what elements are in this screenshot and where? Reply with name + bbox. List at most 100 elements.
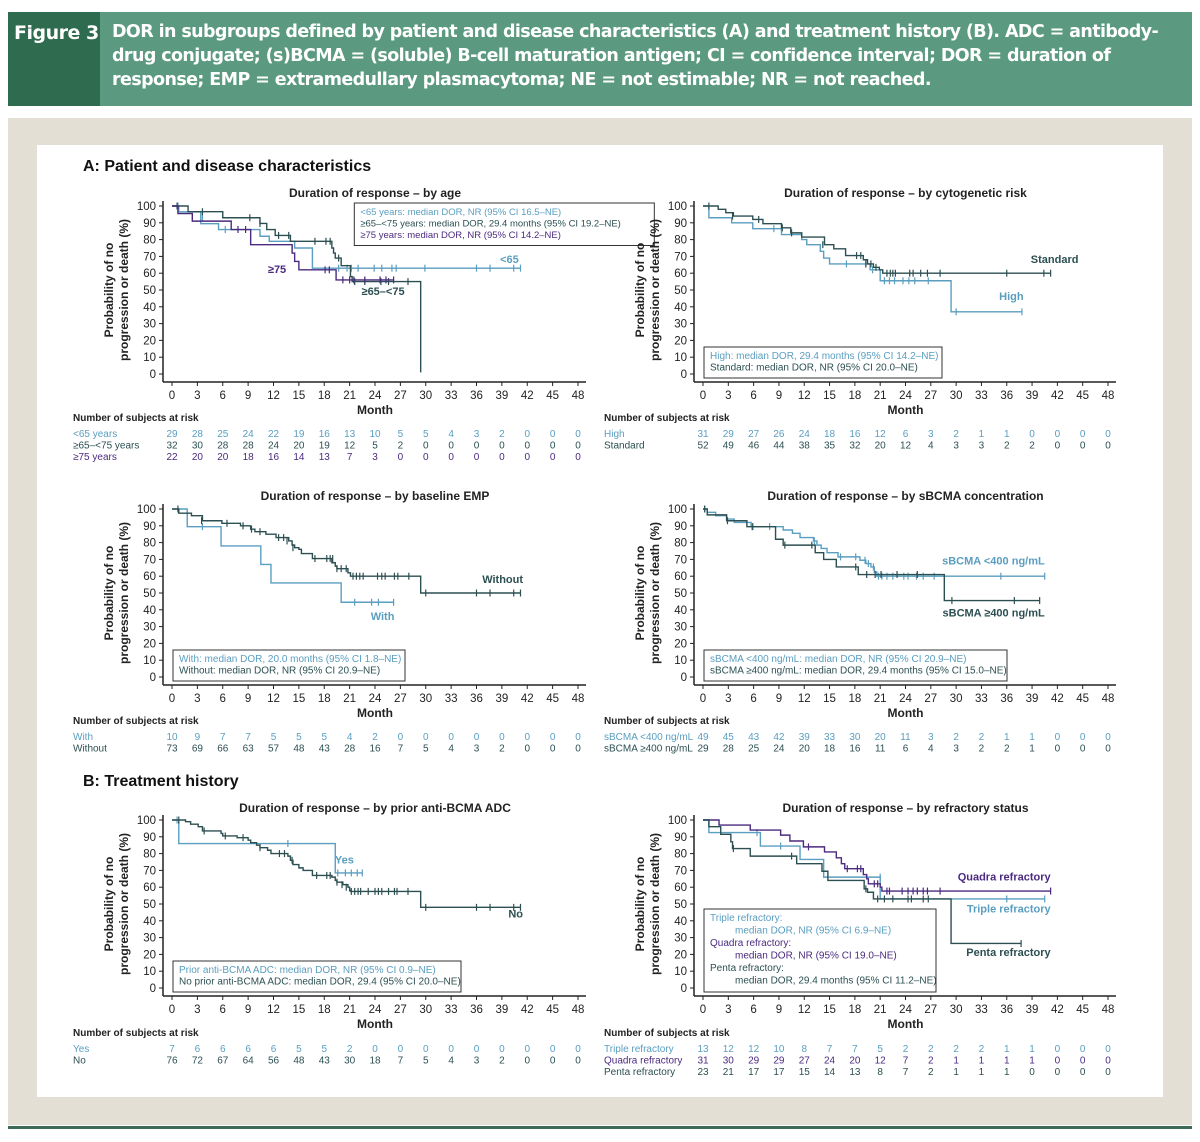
x-tick-label: 12 (798, 1004, 811, 1016)
figure-label: Figure 3 (8, 12, 100, 106)
x-tick-label: 39 (495, 1004, 508, 1016)
chart-title: Duration of response – by baseline EMP (261, 489, 490, 503)
y-tick-label: 50 (143, 285, 156, 297)
risk-row-label: Standard (604, 441, 645, 452)
risk-value: 15 (799, 1067, 811, 1078)
risk-value: 5 (423, 429, 429, 440)
risk-value: 4 (928, 441, 934, 452)
series-label: sBCMA <400 ng/mL (942, 555, 1045, 567)
risk-value: 6 (271, 1044, 277, 1055)
risk-value: 4 (448, 744, 454, 755)
risk-value: 2 (953, 732, 959, 743)
x-tick-label: 9 (245, 390, 251, 402)
x-tick-label: 27 (394, 693, 407, 705)
x-tick-label: 12 (798, 693, 811, 705)
x-tick-label: 15 (292, 1004, 305, 1016)
risk-value: 1 (953, 1056, 959, 1067)
x-tick-label: 12 (798, 390, 811, 402)
chart-sbcma: Duration of response – by sBCMA concentr… (604, 489, 1116, 755)
risk-value: 0 (1055, 441, 1061, 452)
risk-value: 0 (575, 744, 581, 755)
x-tick-label: 30 (419, 390, 432, 402)
y-tick-label: 30 (143, 319, 156, 331)
x-tick-label: 0 (700, 693, 706, 705)
risk-value: 1 (979, 1067, 985, 1078)
y-tick-label: 40 (143, 302, 156, 314)
x-tick-label: 24 (369, 693, 382, 705)
x-tick-label: 21 (874, 1004, 887, 1016)
risk-value: 0 (398, 452, 404, 463)
x-tick-label: 12 (267, 390, 280, 402)
y-axis-label: progression or death (%) (648, 219, 662, 361)
risk-value: 10 (166, 732, 178, 743)
section-a-title: A: Patient and disease characteristics (83, 158, 372, 175)
series-label: Without (482, 574, 523, 586)
risk-value: 14 (824, 1067, 836, 1078)
risk-value: 0 (1080, 1044, 1086, 1055)
chart-refractory: Duration of response – by refractory sta… (604, 801, 1116, 1078)
x-tick-label: 6 (220, 693, 226, 705)
risk-value: 1 (1004, 1044, 1010, 1055)
risk-value: 8 (877, 1067, 883, 1078)
km-curve-triple-refractory (703, 819, 1045, 900)
risk-row-label: ≥75 years (73, 452, 117, 463)
series-label: Penta refractory (966, 947, 1051, 959)
chart-title: Duration of response – by cytogenetic ri… (784, 186, 1027, 200)
x-tick-label: 39 (1026, 390, 1039, 402)
risk-value: 19 (319, 441, 331, 452)
risk-value: 5 (398, 429, 404, 440)
legend-entry: sBCMA ≥400 ng/mL: median DOR, 29.4 month… (710, 666, 1007, 677)
risk-row-label: Penta refractory (604, 1067, 675, 1078)
legend-entry: median DOR, NR (95% CI 6.9–NE) (735, 926, 891, 937)
risk-value: 4 (448, 429, 454, 440)
risk-value: 2 (347, 1044, 353, 1055)
risk-value: 44 (773, 441, 785, 452)
y-tick-label: 50 (674, 899, 687, 911)
risk-value: 0 (1029, 1067, 1035, 1078)
y-tick-label: 10 (143, 655, 156, 667)
risk-value: 3 (474, 744, 480, 755)
y-axis-label: progression or death (%) (117, 219, 131, 361)
risk-row-label: sBCMA <400 ng/mL (604, 732, 694, 743)
series-label: ≥65–<75 (362, 286, 405, 298)
risk-value: 31 (697, 429, 709, 440)
risk-value: 3 (474, 429, 480, 440)
risk-value: 39 (799, 732, 811, 743)
risk-value: 2 (979, 1044, 985, 1055)
risk-value: 2 (953, 429, 959, 440)
risk-value: 48 (293, 744, 305, 755)
figure-banner: Figure 3 DOR in subgroups defined by pat… (8, 12, 1192, 106)
x-tick-label: 42 (1051, 1004, 1064, 1016)
x-tick-label: 30 (419, 693, 432, 705)
series-label: Standard (1031, 254, 1079, 266)
risk-value: 1 (1004, 1067, 1010, 1078)
y-tick-label: 70 (674, 865, 687, 877)
risk-value: 12 (875, 1056, 887, 1067)
risk-value: 27 (799, 1056, 811, 1067)
y-tick-label: 80 (674, 538, 687, 550)
x-tick-label: 39 (1026, 1004, 1039, 1016)
figure-caption: DOR in subgroups defined by patient and … (112, 22, 1159, 90)
legend-entry: Prior anti-BCMA ADC: median DOR, NR (95%… (179, 965, 436, 976)
risk-value: 3 (928, 732, 934, 743)
risk-table-title: Number of subjects at risk (73, 413, 199, 424)
risk-value: 46 (748, 441, 760, 452)
risk-value: 45 (723, 732, 735, 743)
x-tick-label: 18 (848, 693, 861, 705)
y-tick-label: 60 (143, 882, 156, 894)
risk-value: 2 (903, 1044, 909, 1055)
legend-entry: High: median DOR, 29.4 months (95% CI 14… (710, 351, 938, 362)
x-tick-label: 21 (343, 1004, 356, 1016)
figure-panel (37, 145, 1163, 1097)
risk-value: 29 (748, 1056, 760, 1067)
risk-value: 49 (723, 441, 735, 452)
y-tick-label: 30 (674, 319, 687, 331)
risk-row-label: sBCMA ≥400 ng/mL (604, 744, 693, 755)
x-tick-label: 15 (823, 390, 836, 402)
risk-value: 0 (448, 1044, 454, 1055)
risk-value: 20 (192, 452, 204, 463)
series-label: Quadra refractory (958, 871, 1052, 883)
risk-value: 16 (369, 744, 381, 755)
y-tick-label: 50 (143, 588, 156, 600)
y-tick-label: 80 (674, 849, 687, 861)
